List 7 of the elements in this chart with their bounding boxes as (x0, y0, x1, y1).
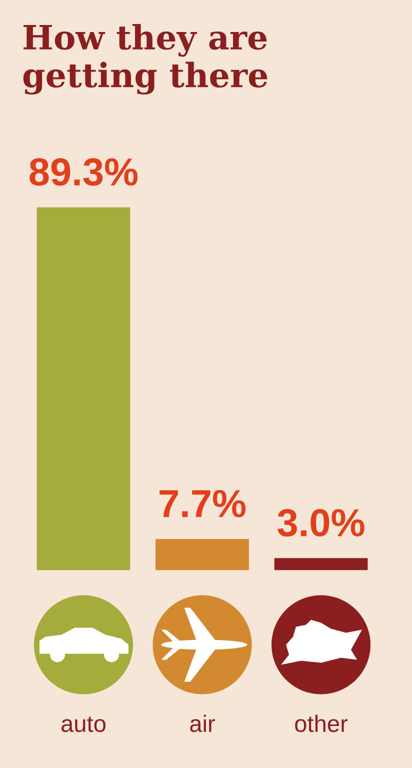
chart-title: How they are getting there (23, 24, 268, 95)
x-tick-label: air (190, 714, 215, 732)
data-label: 7.7% (160, 490, 246, 518)
x-tick-label: auto (62, 716, 106, 732)
data-label: 3.0% (278, 508, 364, 537)
data-label: 89.3% (30, 158, 138, 186)
x-tick-label: other (295, 714, 348, 732)
